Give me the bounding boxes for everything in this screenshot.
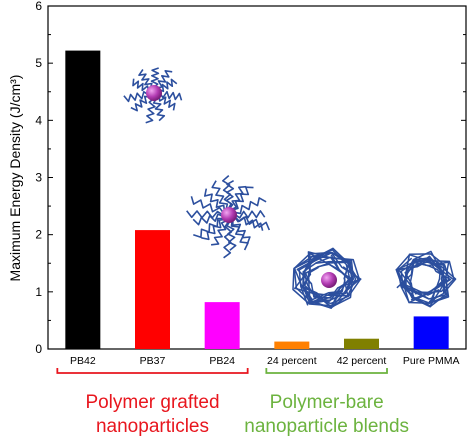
bar (413, 316, 449, 349)
polymer-chain (231, 185, 247, 210)
y-tick-label: 5 (35, 56, 42, 70)
polymer-chain (150, 67, 160, 88)
polymer-chain (234, 216, 264, 231)
illustrations (123, 67, 457, 309)
x-tick-label: 24 percent (267, 355, 317, 367)
y-tick-label: 1 (35, 285, 42, 299)
polymer-chain (152, 98, 166, 122)
x-tick-label: PB37 (140, 355, 166, 367)
polymer-chain (123, 91, 149, 103)
nanoparticle (221, 207, 237, 223)
polymer-chain (193, 217, 224, 239)
group-label: nanoparticles (96, 416, 209, 437)
x-tick-label: PB42 (70, 355, 96, 367)
bar (274, 341, 310, 349)
category-groups: Polymer grafted nanoparticles Polymer-bare… (56, 368, 409, 437)
grafted-nanoparticle-dense-icon (186, 174, 271, 259)
polymer-chain (234, 210, 266, 219)
plot-axes: 0 1 2 3 4 5 6 (35, 0, 467, 356)
y-tick-label: 0 (35, 342, 42, 356)
y-tick-label: 2 (35, 228, 42, 242)
polymer-chain (223, 220, 233, 259)
group-label: nanoparticle blends (244, 416, 409, 437)
group-label: Polymer-bare (270, 392, 384, 413)
polymer-chain (132, 78, 150, 92)
polymer-chain (225, 180, 235, 210)
polymer-chain (230, 220, 249, 251)
bar (344, 338, 379, 349)
polymer-chain (157, 70, 173, 89)
plot-frame (47, 5, 467, 350)
x-tick-label: 42 percent (337, 355, 387, 367)
polymer-chain (192, 213, 224, 226)
polymer-chain (211, 220, 227, 246)
bare-nanoparticle-blend-icon (292, 247, 362, 309)
polymer-chain (234, 197, 267, 215)
polymer-chain (190, 196, 224, 214)
grafted-nanoparticle-icon (123, 67, 183, 124)
x-tick-label: Pure PMMA (403, 355, 460, 367)
polymer-coil-strand (396, 261, 450, 305)
polymer-coil-strand (409, 258, 452, 297)
labels: PB42 PB37 PB24 24 percent 42 percent Pure PMM… (70, 355, 459, 367)
polymer-chain (211, 180, 229, 210)
group-bracket (265, 368, 388, 374)
nanoparticle (321, 272, 337, 288)
bar (135, 230, 170, 349)
polymer-coil-strand (402, 257, 445, 303)
polymer-chain (234, 215, 271, 231)
polymer-coil-strand (300, 247, 350, 297)
bar (204, 302, 240, 349)
polymer-chain (232, 220, 251, 245)
y-tick-label: 3 (35, 171, 42, 185)
x-tick-label: PB24 (209, 355, 235, 367)
group-label: Polymer grafted (85, 392, 219, 413)
group-bracket (56, 368, 249, 374)
polymer-chain (145, 98, 156, 124)
polymer-chain (186, 210, 224, 219)
polymer-chain (138, 69, 153, 88)
polymer-chain (204, 188, 226, 211)
y-tick-label: 4 (35, 113, 42, 127)
polymer-coil-strand (302, 249, 351, 301)
polymer-chain (201, 218, 225, 241)
polymer-chain (232, 186, 254, 211)
polymer-chain (159, 78, 178, 93)
nanoparticle (146, 85, 162, 101)
bars (65, 50, 449, 350)
polymer-chain (130, 95, 150, 112)
y-tick-label: 6 (35, 0, 42, 13)
y-axis-label: Maximum Energy Density (J/cm³) (7, 75, 23, 282)
polymer-chain (226, 220, 237, 251)
pure-polymer-coil-icon (395, 250, 457, 308)
polymer-chain (158, 96, 176, 111)
bar (65, 50, 101, 350)
polymer-chain (159, 90, 183, 101)
